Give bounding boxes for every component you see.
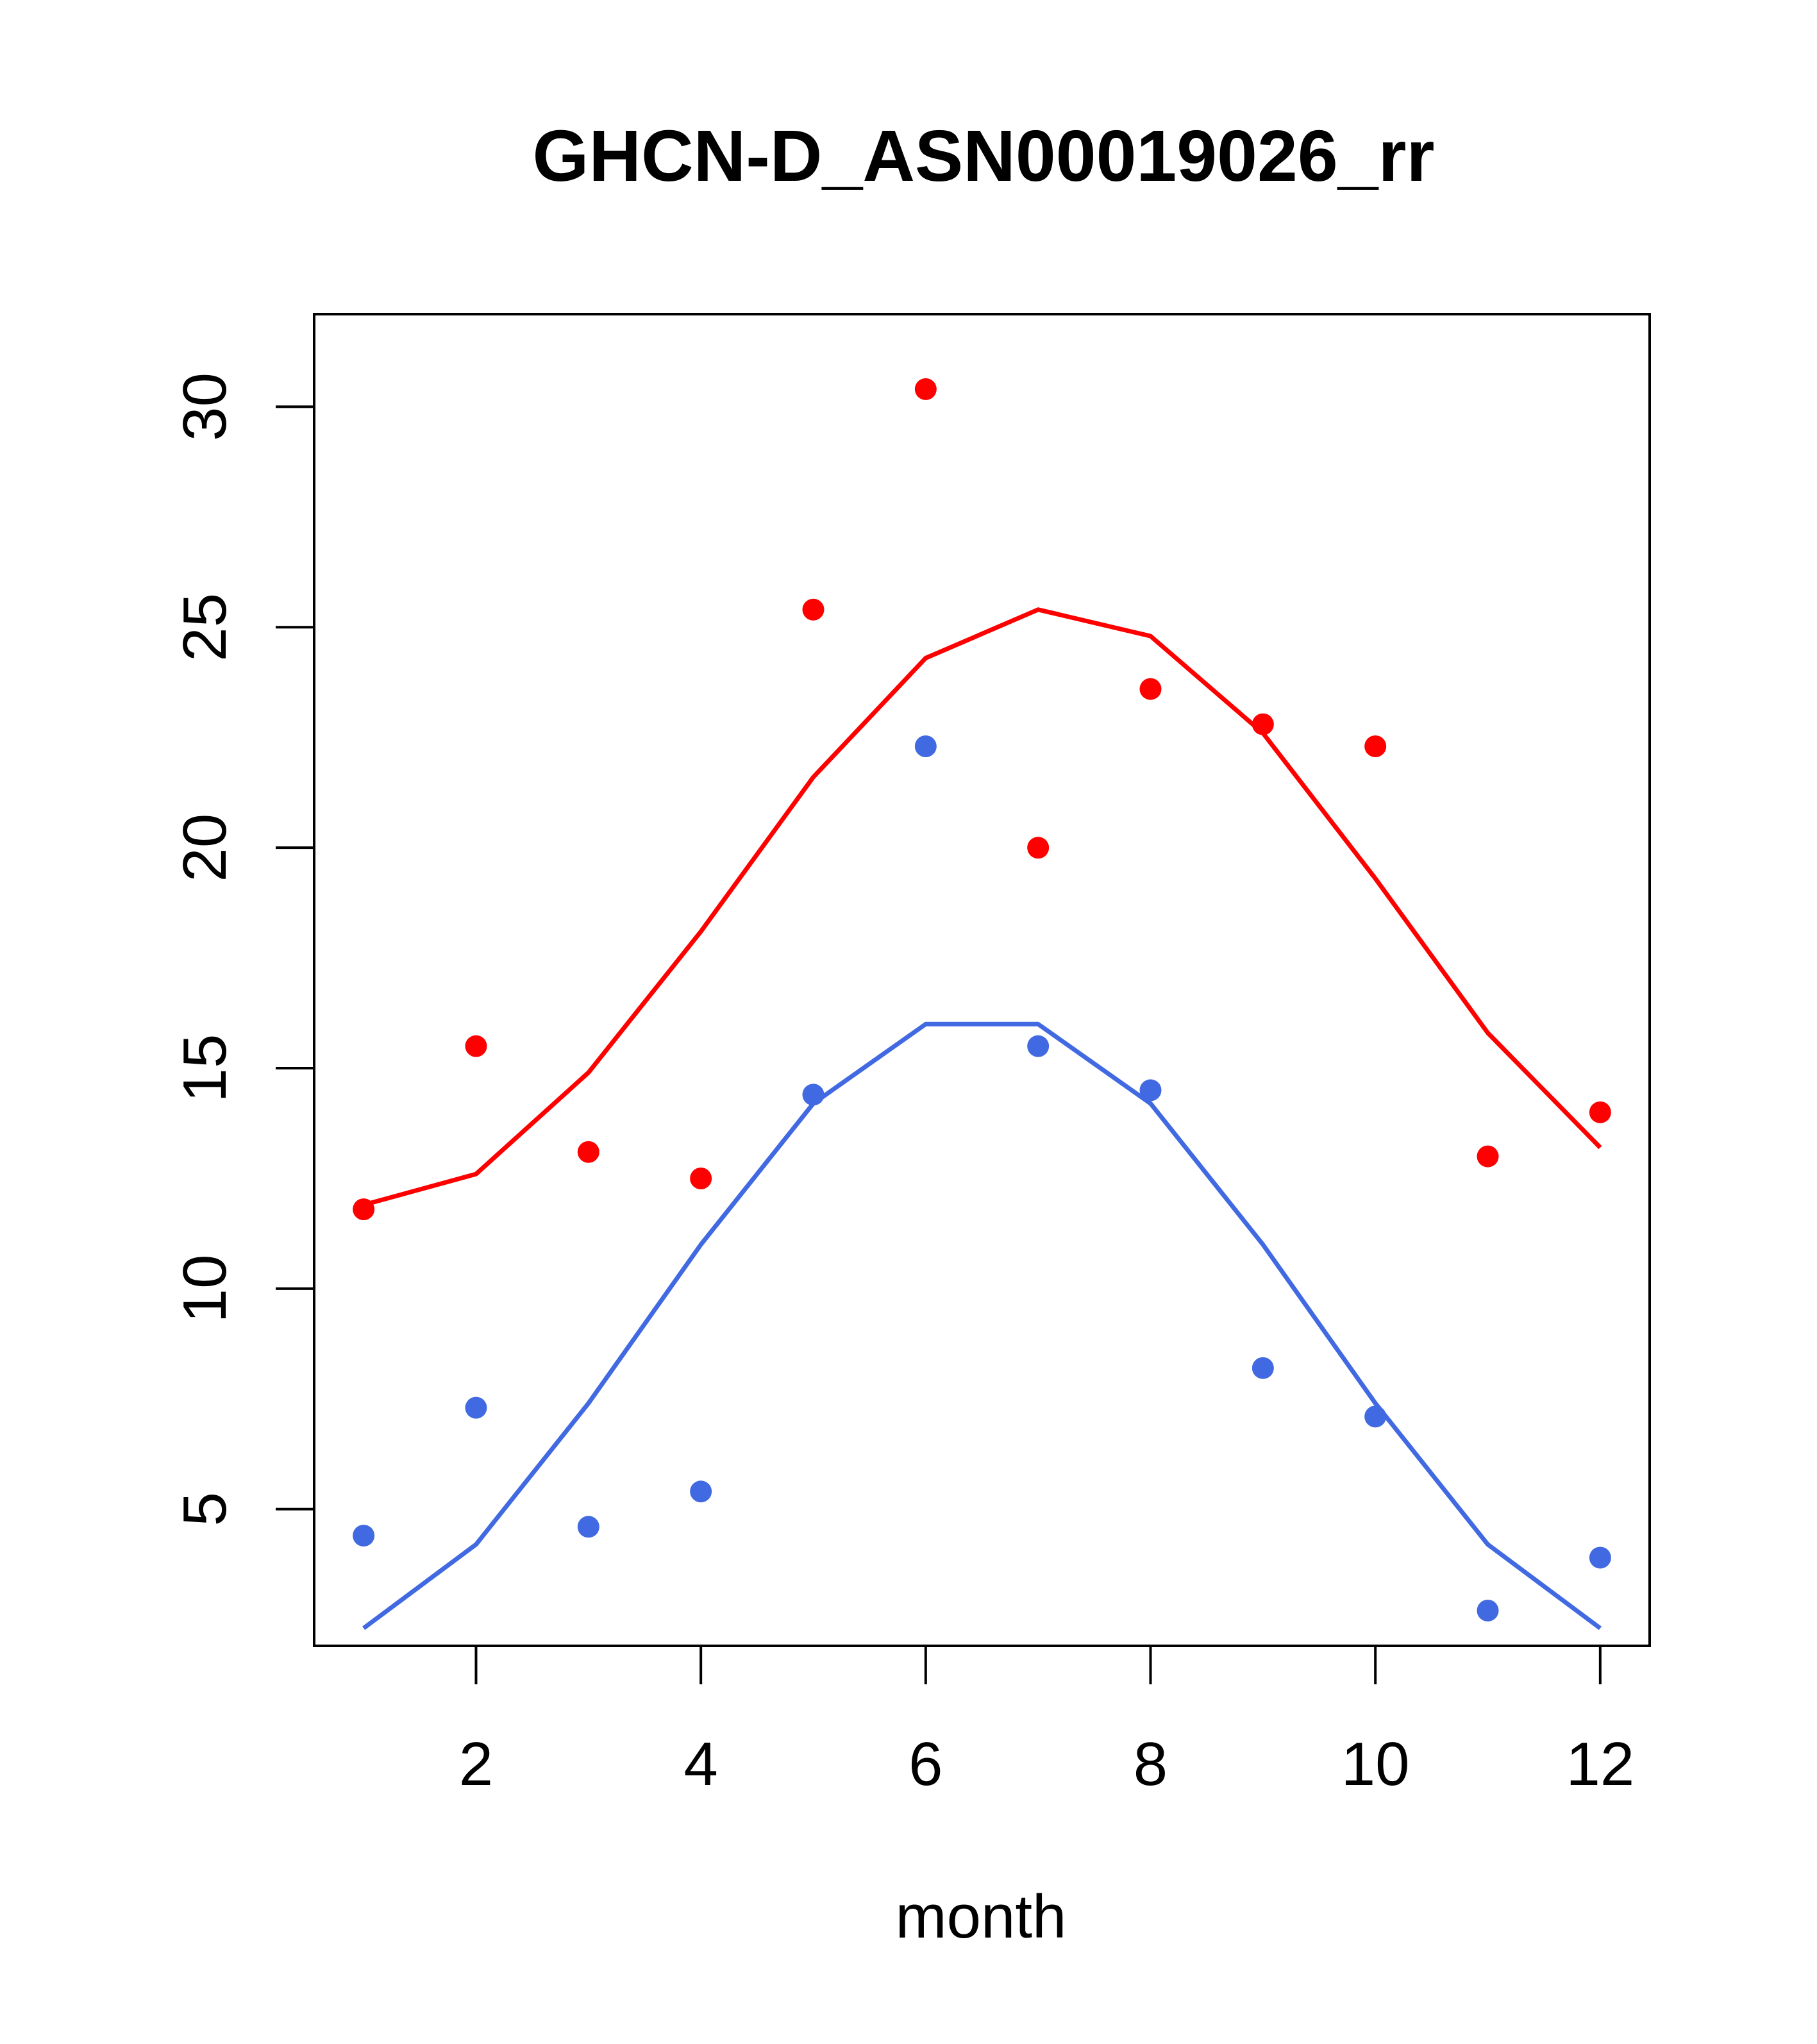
y-tick-label: 30 [171, 373, 239, 441]
data-point [353, 1198, 375, 1221]
data-point [465, 1396, 487, 1419]
y-tick-label: 15 [171, 1034, 239, 1103]
data-point [1252, 1357, 1274, 1379]
x-tick-label: 10 [1341, 1730, 1410, 1798]
x-axis-label: month [896, 1882, 1067, 1951]
y-tick-label: 5 [171, 1492, 239, 1526]
y-tick-label: 10 [171, 1255, 239, 1323]
series-2 [353, 735, 1611, 1630]
y-axis: 5 10 15 20 25 30 [171, 373, 315, 1526]
data-point [690, 1480, 712, 1503]
x-tick-label: 6 [908, 1730, 942, 1798]
data-point [802, 598, 825, 621]
data-point [1139, 1079, 1162, 1102]
data-point [1364, 1405, 1387, 1428]
y-tick-label: 20 [171, 814, 239, 882]
data-point [1589, 1546, 1611, 1569]
data-point [690, 1167, 712, 1189]
series-1 [353, 378, 1611, 1221]
x-tick-label: 8 [1134, 1730, 1168, 1798]
data-point [465, 1035, 487, 1057]
data-point [914, 378, 937, 400]
x-tick-label: 12 [1566, 1730, 1634, 1798]
y-tick-label: 25 [171, 593, 239, 662]
data-point [802, 1084, 825, 1106]
series-line [363, 607, 1602, 1207]
data-point [1477, 1599, 1499, 1621]
data-point [914, 735, 937, 757]
data-point [577, 1516, 599, 1538]
data-point [1139, 678, 1162, 700]
chart-title: GHCN-D_ASN00019026_rr [533, 115, 1435, 196]
data-point [1252, 713, 1274, 735]
series-layer [353, 378, 1611, 1630]
x-tick-label: 2 [459, 1730, 493, 1798]
x-axis: 2 4 6 8 10 12 [459, 1645, 1634, 1798]
data-point [577, 1141, 599, 1163]
data-point [1027, 1035, 1050, 1057]
data-point [1477, 1145, 1499, 1168]
data-point [1364, 735, 1387, 757]
data-point [1027, 837, 1050, 859]
x-tick-label: 4 [683, 1730, 717, 1798]
data-point [353, 1525, 375, 1547]
data-point [1589, 1101, 1611, 1123]
series-line [362, 1021, 1602, 1630]
